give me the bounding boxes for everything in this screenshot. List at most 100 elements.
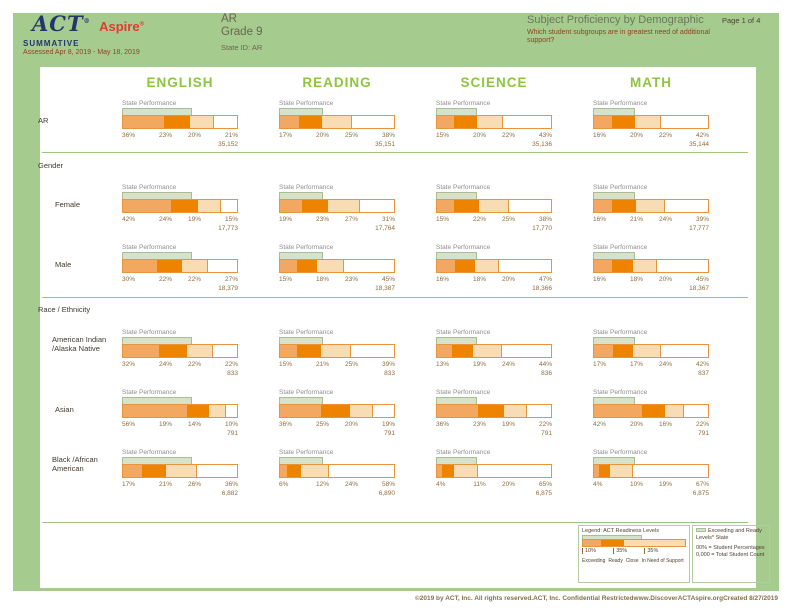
state-reference-bar	[279, 457, 323, 464]
segment-pct: 24%	[658, 361, 672, 368]
report-identity: AR Grade 9 State ID: AR	[221, 13, 263, 52]
readiness-stacked-bar	[279, 404, 395, 418]
segment-pct: 20%	[501, 276, 515, 283]
segment-pct: 36%	[224, 481, 238, 488]
readiness-stacked-bar	[279, 199, 395, 213]
segment-pct: 22%	[695, 421, 709, 428]
segment-pct: 16%	[436, 276, 450, 283]
readiness-segment	[349, 405, 373, 417]
segment-pct: 20%	[315, 132, 329, 139]
proficiency-cell: State Performance 42% 20% 16% 22% 791	[593, 389, 711, 437]
readiness-segment	[594, 465, 599, 477]
segment-pct: 25%	[344, 132, 358, 139]
legend-sample-segment	[601, 540, 624, 546]
registered-mark-icon: ®	[139, 21, 144, 28]
state-performance-label: State Performance	[279, 329, 334, 336]
state-performance-label: State Performance	[122, 449, 177, 456]
legend-pct: 35%	[644, 548, 675, 554]
segment-pct: 36%	[436, 421, 450, 428]
state-performance-label: State Performance	[436, 100, 491, 107]
act-aspire-logo: ACT® Aspire®	[23, 11, 144, 36]
segment-pct: 11%	[473, 481, 486, 488]
readiness-segment	[209, 405, 226, 417]
segment-pct: 20%	[472, 132, 486, 139]
student-count: 6,882	[221, 490, 238, 497]
segment-percentages: 17% 20% 25% 38%	[279, 132, 395, 139]
footer-created-date: Created 8/27/2019	[723, 595, 779, 602]
footer-confidential: ACT, Inc. Confidential Restricted	[533, 595, 634, 602]
state-reference-bar	[436, 397, 478, 404]
segment-pct: 22%	[187, 361, 201, 368]
readiness-segment	[164, 116, 191, 128]
readiness-segment	[349, 345, 394, 357]
state-performance-label: State Performance	[279, 100, 334, 107]
segment-pct: 16%	[593, 276, 607, 283]
state-reference-bar	[279, 337, 323, 344]
readiness-segment	[454, 200, 480, 212]
state-reference-bar	[122, 457, 192, 464]
segment-pct: 17%	[279, 132, 293, 139]
segment-pct: 27%	[224, 276, 238, 283]
readiness-segment	[451, 345, 474, 357]
legend-sample-segment	[623, 540, 685, 546]
readiness-segment	[372, 405, 394, 417]
region-label: AR	[221, 13, 237, 25]
segment-pct: 17%	[122, 481, 136, 488]
student-count: 18,387	[375, 285, 395, 292]
proficiency-cell: State Performance 36% 23% 19% 22% 791	[436, 389, 554, 437]
footer: ©2019 by ACT, Inc. All rights reserved. …	[415, 595, 779, 602]
readiness-segment	[632, 345, 661, 357]
student-count: 17,777	[689, 225, 709, 232]
segment-pct: 19%	[501, 421, 515, 428]
row-label: Male	[55, 260, 72, 269]
readiness-segment	[660, 116, 708, 128]
segment-pct: 16%	[658, 421, 672, 428]
readiness-segment	[190, 116, 214, 128]
readiness-segment	[636, 200, 664, 212]
proficiency-cell: State Performance 4% 11% 20% 65% 6,875	[436, 449, 554, 497]
segment-pct: 42%	[695, 361, 709, 368]
legend-level-close: Close	[625, 558, 639, 564]
student-count: 833	[384, 370, 395, 377]
state-reference-bar	[436, 192, 478, 199]
segment-percentages: 32% 24% 22% 22%	[122, 361, 238, 368]
readiness-segment	[123, 260, 157, 272]
proficiency-cell: State Performance 56% 19% 14% 10% 791	[122, 389, 240, 437]
row-label: AR	[38, 116, 49, 125]
readiness-stacked-bar	[122, 464, 238, 478]
segment-pct: 39%	[381, 361, 395, 368]
proficiency-cell: State Performance 16% 21% 24% 39% 17,777	[593, 184, 711, 232]
readiness-segment	[682, 405, 708, 417]
readiness-segment	[454, 465, 477, 477]
readiness-segment	[195, 465, 237, 477]
readiness-segment	[321, 405, 350, 417]
readiness-segment	[123, 465, 143, 477]
readiness-stacked-bar	[279, 115, 395, 129]
subject-header-english: ENGLISH	[146, 75, 214, 90]
student-count: 35,136	[532, 141, 552, 148]
legend-state-reference-bar	[582, 535, 643, 539]
readiness-stacked-bar	[593, 199, 709, 213]
readiness-segment	[321, 345, 350, 357]
segment-pct: 36%	[279, 421, 293, 428]
segment-pct: 43%	[538, 132, 552, 139]
state-performance-label: State Performance	[279, 389, 334, 396]
readiness-segment	[473, 345, 501, 357]
student-count: 17,770	[532, 225, 552, 232]
readiness-segment	[501, 116, 551, 128]
readiness-segment	[594, 405, 642, 417]
readiness-segment	[613, 345, 633, 357]
segment-percentages: 42% 20% 16% 22%	[593, 421, 709, 428]
state-performance-label: State Performance	[436, 449, 491, 456]
readiness-segment	[198, 200, 220, 212]
assessment-window: Assessed Apr 8, 2019 - May 18, 2019	[23, 49, 140, 56]
readiness-segment	[280, 405, 322, 417]
state-reference-bar	[593, 457, 636, 464]
readiness-segment	[476, 116, 502, 128]
readiness-segment	[187, 405, 210, 417]
state-reference-bar	[436, 108, 478, 115]
segment-pct: 10%	[629, 481, 643, 488]
section-label: Gender	[38, 161, 64, 170]
segment-percentages: 15% 22% 25% 38%	[436, 216, 552, 223]
segment-pct: 19%	[381, 421, 395, 428]
